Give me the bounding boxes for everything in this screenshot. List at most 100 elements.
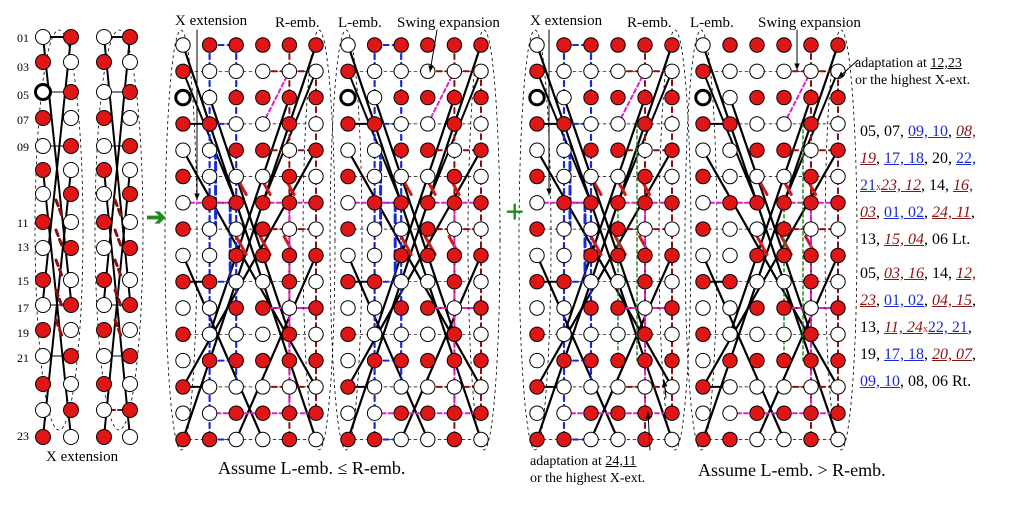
cross-line: [589, 254, 674, 441]
red-dash: [54, 288, 64, 308]
red-node: [583, 195, 599, 211]
outline-ellipse: [302, 29, 336, 451]
cross-line: [208, 96, 291, 336]
sequence-token: 19: [860, 150, 876, 167]
red-dash: [54, 258, 64, 278]
red-node: [446, 195, 463, 211]
red-node: [583, 89, 599, 106]
white-node: [201, 168, 218, 185]
red-node: [255, 221, 271, 237]
red-dash: [113, 318, 123, 338]
white-node: [228, 168, 244, 185]
white-node: [175, 195, 191, 211]
red-node: [281, 195, 298, 211]
red-node: [695, 116, 711, 132]
row-label: 05: [17, 88, 29, 102]
red-node: [255, 195, 271, 211]
white-node: [228, 274, 244, 290]
white-node: [446, 142, 463, 158]
white-node: [637, 63, 653, 80]
white-node: [308, 116, 324, 132]
white-node: [340, 405, 356, 421]
red-node: [583, 37, 599, 53]
white-node: [63, 110, 79, 126]
red-node: [281, 37, 298, 53]
white-node: [583, 379, 599, 395]
red-node: [228, 89, 244, 106]
red-node: [122, 186, 138, 202]
outline-ellipse: [658, 29, 692, 451]
white-node: [63, 214, 79, 230]
white-node: [722, 221, 738, 237]
red-node: [175, 431, 191, 448]
red-node: [722, 116, 738, 132]
red-node: [255, 89, 271, 106]
red-node: [122, 138, 138, 154]
red-node: [473, 247, 489, 264]
white-node: [722, 379, 738, 395]
red-node: [803, 326, 819, 342]
swing-expansion-label-2: Swing expansion: [758, 15, 861, 31]
sequence-token: ,: [967, 319, 972, 336]
white-node: [473, 326, 489, 342]
cross-line: [562, 96, 647, 336]
sequence-lt-line: 03, 01, 02, 24, 11,: [860, 201, 975, 225]
red-stroke: [589, 235, 603, 256]
white-node: [366, 326, 383, 342]
white-node: [637, 379, 653, 395]
white-node: [695, 352, 711, 369]
row-label: 11: [17, 216, 29, 230]
red-node: [96, 110, 112, 126]
red-node: [122, 84, 138, 100]
red-node: [308, 142, 324, 158]
white-node: [610, 63, 626, 80]
white-node: [803, 142, 819, 158]
white-node: [473, 274, 489, 290]
red-node: [175, 326, 191, 342]
white-node: [776, 168, 792, 185]
sequence-token: 20, 07: [932, 346, 972, 363]
white-node: [63, 272, 79, 288]
red-node: [637, 431, 653, 448]
cross-line: [346, 149, 483, 388]
white-node: [610, 168, 626, 185]
white-node: [583, 274, 599, 290]
adaptation-note-bottom-pair: 24,11: [605, 454, 637, 469]
red-stroke: [755, 235, 769, 256]
white-node: [830, 63, 846, 80]
white-node: [228, 326, 244, 342]
white-node: [340, 352, 356, 369]
white-node: [255, 168, 271, 185]
red-node: [776, 300, 792, 316]
white-node: [35, 138, 51, 154]
white-node: [228, 221, 244, 237]
red-node: [637, 89, 653, 106]
red-node: [366, 195, 383, 211]
sequence-token: 03, 16: [884, 265, 924, 282]
white-node: [830, 379, 846, 395]
l-emb-label-1: L-emb.: [338, 15, 382, 31]
white-node: [610, 379, 626, 395]
red-node: [35, 429, 51, 445]
white-node: [175, 142, 191, 158]
red-node: [366, 37, 383, 53]
white-node: [366, 247, 383, 264]
white-node: [830, 326, 846, 342]
red-node: [664, 142, 680, 158]
white-node: [340, 195, 356, 211]
red-node: [473, 300, 489, 316]
sequence-token: x: [876, 182, 881, 193]
sequence-rt-line: 05, 03, 16, 14, 12,: [860, 262, 976, 286]
sequence-token: 22,: [956, 150, 976, 167]
sequence-token: ,: [876, 292, 884, 309]
red-node: [473, 195, 489, 211]
red-node: [201, 195, 218, 211]
red-node: [637, 352, 653, 369]
white-node: [308, 431, 324, 448]
white-node: [35, 240, 51, 256]
white-node: [366, 405, 383, 421]
red-node: [446, 274, 463, 290]
white-node: [63, 54, 79, 70]
red-node: [749, 300, 765, 316]
red-node: [637, 247, 653, 264]
